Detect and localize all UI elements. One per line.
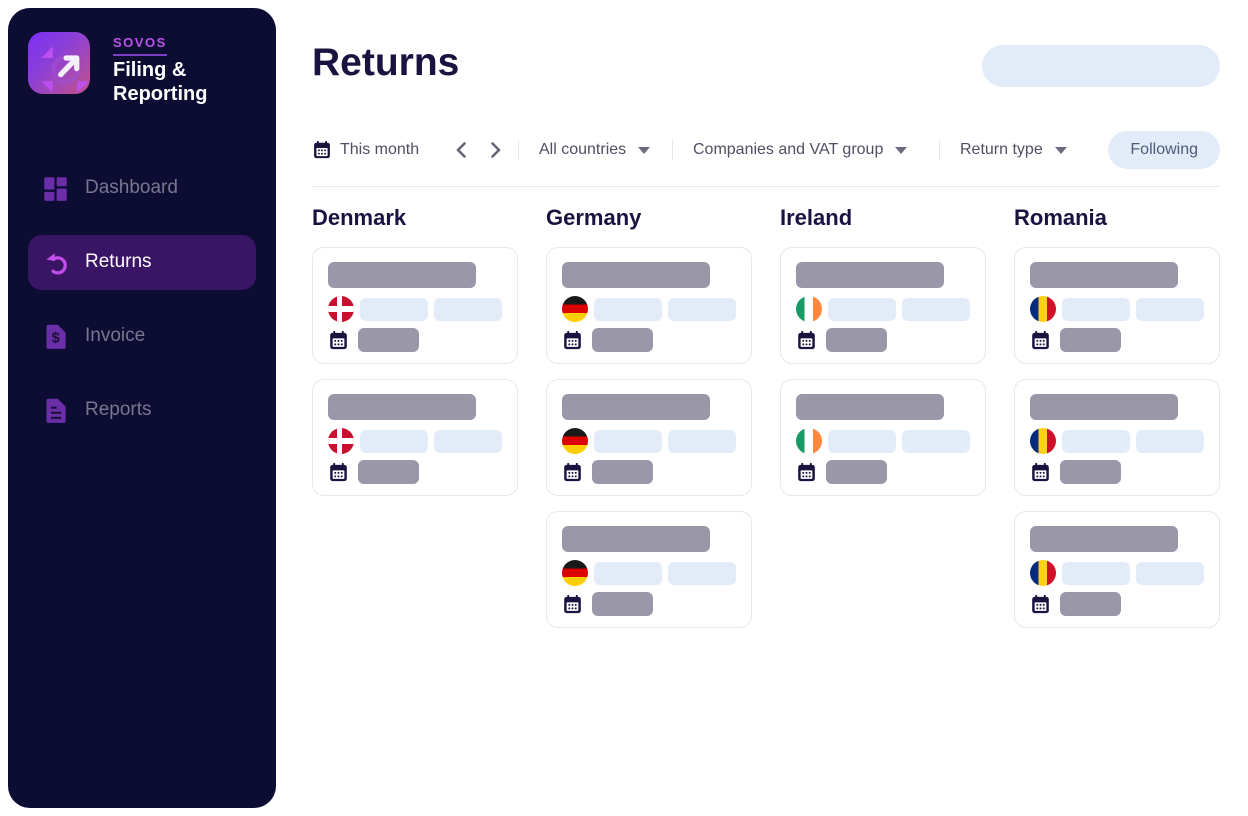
svg-text:$: $ bbox=[52, 330, 60, 346]
